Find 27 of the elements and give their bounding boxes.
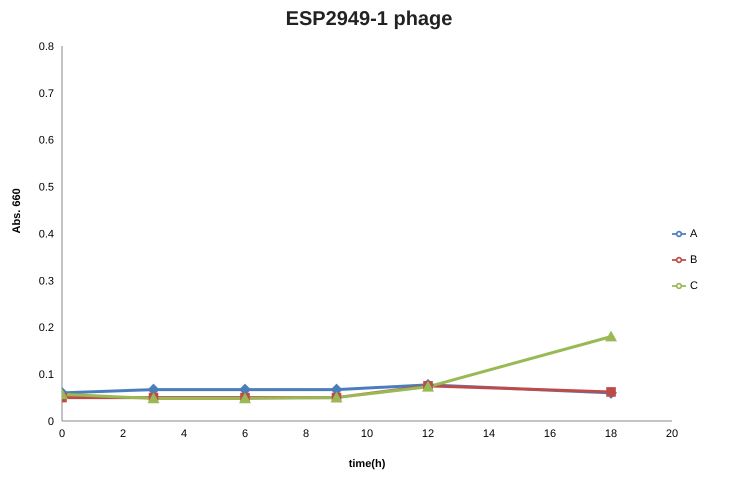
y-tick-label: 0.7 xyxy=(38,88,54,100)
y-tick-label: 0.3 xyxy=(38,275,54,288)
x-tick-label: 10 xyxy=(360,428,374,440)
x-tick-label: 16 xyxy=(544,428,556,440)
y-tick-label: 0 xyxy=(48,416,54,428)
y-tick-label: 0.1 xyxy=(38,369,54,382)
x-axis-title: time(h) xyxy=(348,458,386,470)
x-tick-label: 4 xyxy=(180,428,188,440)
x-tick-label: 14 xyxy=(482,428,496,440)
x-tick-label: 18 xyxy=(604,428,618,440)
y-axis-title: Abs. 660 xyxy=(10,188,23,234)
y-tick-label: 0.5 xyxy=(38,182,54,194)
legend-label: B xyxy=(690,254,698,266)
y-tick-label: 0.4 xyxy=(38,228,54,240)
y-tick-label: 0.6 xyxy=(38,134,54,147)
legend-label: C xyxy=(690,280,698,292)
y-tick-label: 0.2 xyxy=(38,322,54,334)
x-tick-label: 8 xyxy=(302,428,310,440)
y-tick-label: 0.8 xyxy=(38,40,54,53)
x-tick-label: 20 xyxy=(666,428,678,440)
legend-label: A xyxy=(690,228,698,240)
x-tick-label: 0 xyxy=(58,428,66,440)
x-tick-label: 2 xyxy=(120,428,126,440)
x-tick-label: 6 xyxy=(242,428,248,440)
point xyxy=(605,330,618,342)
x-tick-label: 12 xyxy=(422,428,434,440)
chart-title: ESP2949-1 phage xyxy=(284,7,454,32)
